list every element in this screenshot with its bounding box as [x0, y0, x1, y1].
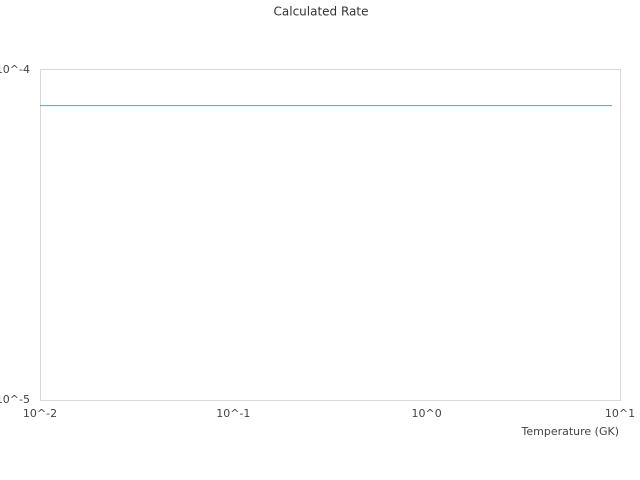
x-tick-label: 10^-2 — [23, 407, 57, 420]
x-tick-label: 10^0 — [412, 407, 442, 420]
x-tick-label: 10^-1 — [216, 407, 250, 420]
x-tick-label: 10^1 — [605, 407, 635, 420]
x-axis-label: Temperature (GK) — [521, 425, 620, 438]
y-tick-label: 10^-5 — [0, 393, 30, 406]
y-tick-label: 10^-4 — [0, 63, 30, 76]
chart-title: Calculated Rate — [274, 5, 369, 19]
plot-area — [40, 69, 621, 401]
